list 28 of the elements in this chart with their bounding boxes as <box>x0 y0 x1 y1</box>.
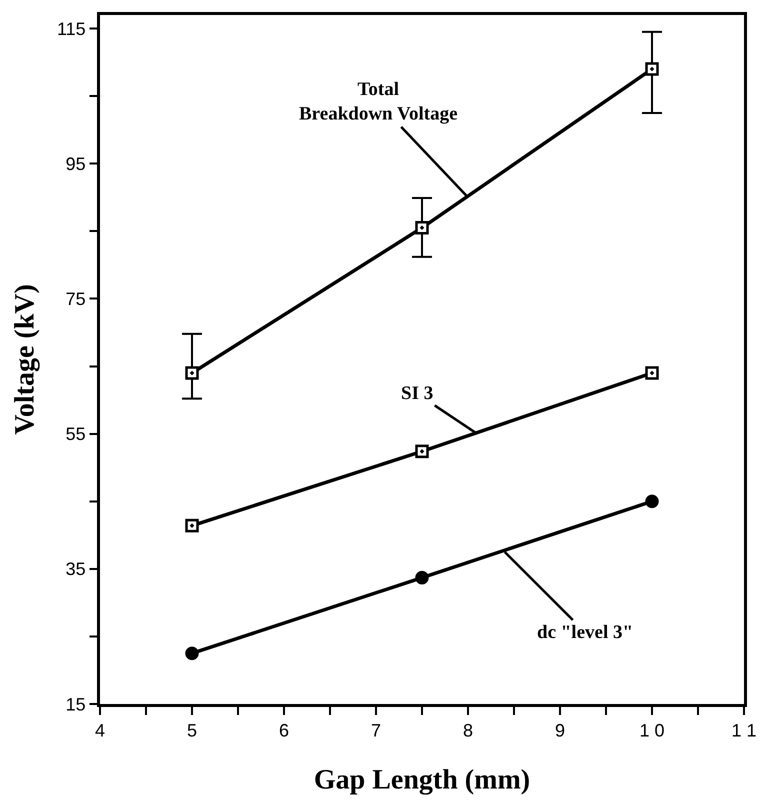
y-tick-label: 35 <box>66 559 86 580</box>
y-tick-label: 75 <box>66 289 86 310</box>
point <box>645 366 659 380</box>
point <box>185 646 199 660</box>
point <box>415 444 429 458</box>
annotation: SI 3 <box>401 383 434 404</box>
y-tick-label: 15 <box>66 694 86 714</box>
x-tick-label: 7 <box>370 720 382 740</box>
point <box>185 366 199 380</box>
x-axis-title: Gap Length (mm) <box>314 764 530 796</box>
x-tick-label: 5 <box>186 720 198 740</box>
x-tick-label: 9 <box>554 720 566 740</box>
point <box>645 62 659 76</box>
point <box>645 494 659 508</box>
point <box>415 570 429 584</box>
x-tick-label: 6 <box>278 720 290 740</box>
annotation: dc "level 3" <box>537 622 634 643</box>
point <box>415 221 429 235</box>
y-tick-label: 95 <box>66 154 86 174</box>
y-tick-label: 55 <box>66 424 86 444</box>
y-tick-label: 115 <box>56 18 86 39</box>
x-tick-label: 1 0 <box>639 720 665 740</box>
x-tick-label: 4 <box>94 720 106 740</box>
x-tick-label: 1 1 <box>731 720 757 740</box>
x-tick-label: 8 <box>462 720 474 740</box>
y-axis-title: Voltage (kV) <box>10 284 41 435</box>
point <box>185 518 199 532</box>
annotation: Total Breakdown Voltage <box>299 79 458 125</box>
